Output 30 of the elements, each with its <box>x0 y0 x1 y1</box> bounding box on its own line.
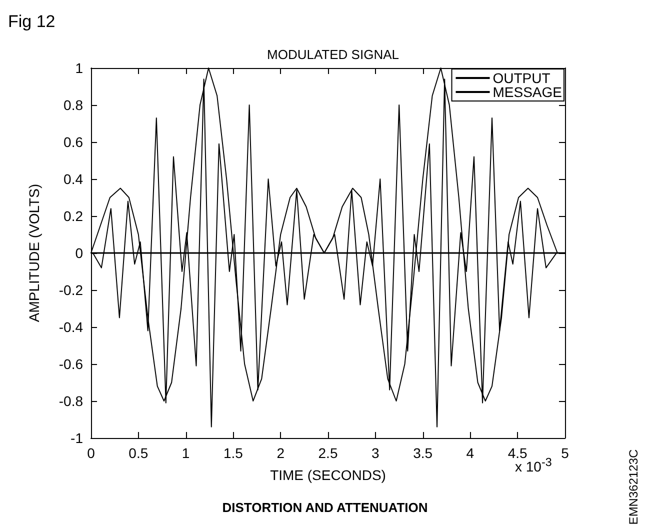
x-tick-label: 2.5 <box>318 445 338 461</box>
y-tick-label: 0.6 <box>64 134 84 150</box>
y-tick-label: 0.8 <box>64 97 84 113</box>
x-tick-label: 2 <box>276 445 285 461</box>
y-tick-label: -0.2 <box>58 282 84 298</box>
y-tick-label: 0 <box>75 245 84 261</box>
x-tick-label: 0 <box>87 445 96 461</box>
x-tick-label: 0.5 <box>128 445 148 461</box>
x-tick-label: 5 <box>561 445 570 461</box>
caption: Fig 12 <box>8 12 56 32</box>
text: DISTORTION AND ATTENUATION <box>222 500 428 515</box>
legend-label: MESSAGE <box>492 84 562 100</box>
x-tick-label: 3.5 <box>413 445 433 461</box>
x-tick-label: 4 <box>466 445 474 461</box>
x-tick-label: 1 <box>182 445 190 461</box>
y-tick-label: -0.8 <box>58 393 84 409</box>
x-tick-label: 1.5 <box>223 445 244 461</box>
y-tick-label: 1 <box>75 60 84 76</box>
y-tick-label: 0.4 <box>64 171 84 187</box>
y-tick-label: -0.6 <box>58 356 84 372</box>
x-tick-label: 3 <box>372 445 380 461</box>
y-tick-label: -0.4 <box>58 319 84 335</box>
text: EMN362123C <box>626 449 641 525</box>
legend-label: OUTPUT <box>492 70 551 86</box>
x-axis-title: TIME (SECONDS) <box>270 467 386 483</box>
y-tick-label: -1 <box>70 430 84 446</box>
chart-title: MODULATED SIGNAL <box>267 47 399 62</box>
y-tick-label: 0.2 <box>64 208 84 224</box>
x-tick-label: 4.5 <box>508 445 528 461</box>
y-axis-title: AMPLITUDE (VOLTS) <box>26 184 42 322</box>
